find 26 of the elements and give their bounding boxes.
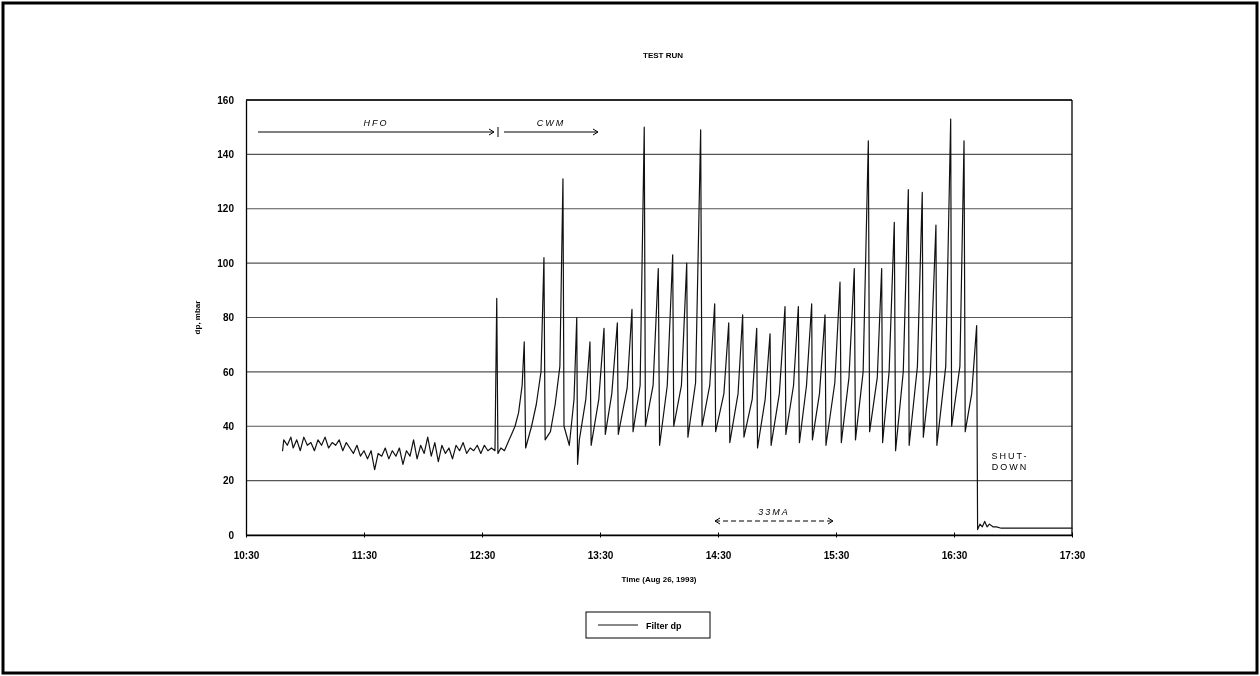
y-axis-title: dp, mbar xyxy=(193,300,202,335)
annotation: SHUT-DOWN xyxy=(991,451,1029,472)
x-tick-label: 14:30 xyxy=(705,550,732,561)
line-series xyxy=(281,118,1073,531)
y-tick-label: 20 xyxy=(222,475,235,487)
y-tick-label: 60 xyxy=(222,366,235,378)
x-axis-title: Time (Aug 26, 1993) xyxy=(621,575,697,584)
y-tick-label: 160 xyxy=(217,94,235,106)
y-tick-label: 0 xyxy=(228,529,235,541)
legend-label: Filter dp xyxy=(646,621,682,631)
y-tick-label: 100 xyxy=(217,257,235,269)
annotation: 33MA xyxy=(758,507,790,517)
x-tick-label: 15:30 xyxy=(823,550,850,561)
y-tick-label: 40 xyxy=(222,420,235,432)
x-tick-label: 10:30 xyxy=(233,550,260,561)
chart-title: TEST RUN xyxy=(643,51,684,60)
x-tick-label: 12:30 xyxy=(469,550,496,561)
annotation: HFO xyxy=(363,118,389,128)
x-tick-label: 11:30 xyxy=(351,550,378,561)
y-tick-label: 140 xyxy=(217,149,235,161)
x-tick-label: 13:30 xyxy=(587,550,614,561)
x-tick-label: 16:30 xyxy=(941,550,968,561)
y-tick-label: 120 xyxy=(217,203,235,215)
y-tick-label: 80 xyxy=(222,312,235,324)
x-tick-label: 17:30 xyxy=(1059,550,1086,561)
annotation: CWM xyxy=(536,118,566,128)
